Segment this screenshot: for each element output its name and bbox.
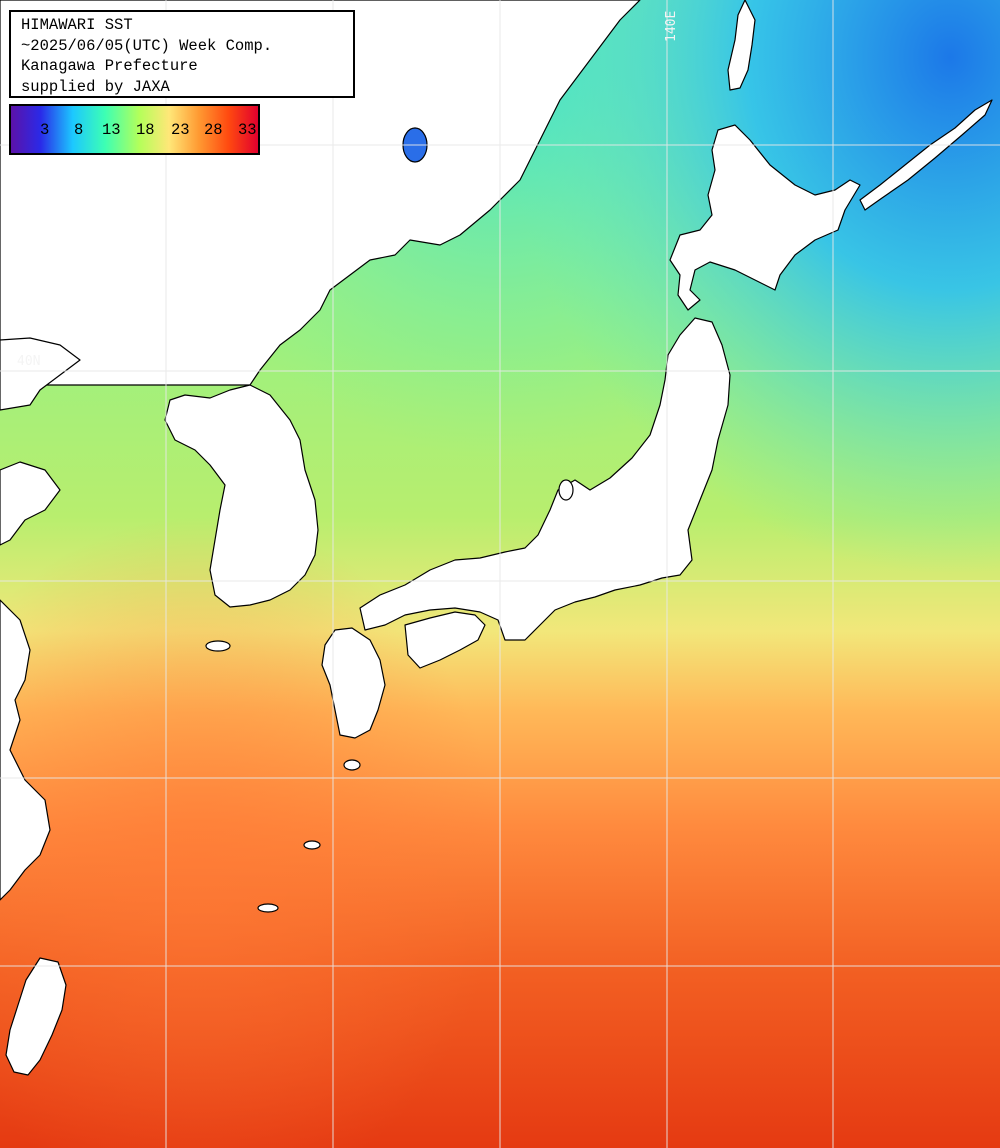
- land-amami: [303, 840, 321, 850]
- legend-tick-8: 8: [74, 121, 84, 139]
- land-okinawa: [257, 903, 279, 913]
- legend-colorbar: [11, 106, 258, 153]
- land-kurils: [859, 99, 993, 211]
- land-china-north: [0, 337, 81, 411]
- map-title-box: HIMAWARI SST ~2025/06/05(UTC) Week Comp.…: [9, 10, 355, 98]
- land-hokkaido: [669, 124, 861, 311]
- legend-tick-28: 28: [204, 121, 223, 139]
- legend-tick-13: 13: [102, 121, 121, 139]
- land-yakushima: [343, 759, 361, 771]
- land-honshu: [359, 317, 731, 641]
- land-sado: [558, 479, 574, 501]
- land-china-east: [0, 461, 61, 546]
- legend-tick-18: 18: [136, 121, 155, 139]
- land-shikoku: [404, 611, 486, 669]
- legend-labels: 3 8 13 18 23 28 33: [11, 106, 258, 153]
- legend-tick-33: 33: [238, 121, 257, 139]
- title-line-product: HIMAWARI SST: [21, 16, 133, 34]
- legend-tick-23: 23: [171, 121, 190, 139]
- land-sakhalin: [727, 0, 756, 91]
- land-korea: [164, 384, 319, 608]
- land-taiwan: [5, 957, 67, 1076]
- land-kyushu: [321, 627, 386, 739]
- lat-label-40n: 40N: [17, 354, 41, 369]
- title-line-supplier: supplied by JAXA: [21, 77, 170, 96]
- temperature-legend: 3 8 13 18 23 28 33: [9, 104, 260, 155]
- title-line-prefecture: Kanagawa Prefecture: [21, 57, 198, 75]
- lon-label-140e: 140E: [664, 10, 679, 42]
- legend-tick-3: 3: [40, 121, 50, 139]
- title-line-date: ~2025/06/05(UTC) Week Comp.: [21, 36, 273, 55]
- land-china-south: [0, 599, 51, 901]
- land-tsushima: [205, 640, 231, 652]
